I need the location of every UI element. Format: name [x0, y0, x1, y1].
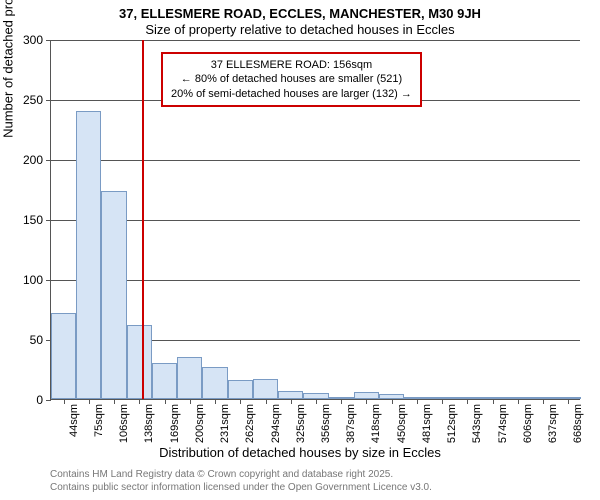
x-tick: [442, 399, 443, 404]
x-tick-label: 574sqm: [497, 404, 509, 443]
y-tick-label: 200: [23, 153, 43, 167]
y-tick: [46, 100, 51, 101]
annotation-line3: 20% of semi-detached houses are larger (…: [171, 87, 412, 101]
x-tick-label: 512sqm: [446, 404, 458, 443]
x-tick: [543, 399, 544, 404]
x-tick-label: 44sqm: [68, 404, 80, 437]
x-tick-label: 231sqm: [219, 404, 231, 443]
x-tick-label: 450sqm: [396, 404, 408, 443]
x-tick: [467, 399, 468, 404]
x-tick-label: 169sqm: [169, 404, 181, 443]
y-tick: [46, 280, 51, 281]
histogram-bar: [278, 391, 303, 399]
x-tick: [417, 399, 418, 404]
x-tick: [568, 399, 569, 404]
histogram-bar: [127, 325, 152, 399]
histogram-bar: [101, 191, 126, 399]
x-tick-label: 325sqm: [295, 404, 307, 443]
marker-line: [142, 40, 144, 399]
grid-line: [51, 220, 580, 221]
footer-line1: Contains HM Land Registry data © Crown c…: [50, 468, 432, 481]
x-axis-title: Distribution of detached houses by size …: [0, 445, 600, 460]
chart-container: 37, ELLESMERE ROAD, ECCLES, MANCHESTER, …: [0, 0, 600, 500]
x-tick: [493, 399, 494, 404]
x-tick-label: 356sqm: [320, 404, 332, 443]
y-tick: [46, 160, 51, 161]
x-tick: [165, 399, 166, 404]
x-tick-label: 106sqm: [118, 404, 130, 443]
histogram-bar: [76, 111, 101, 399]
y-tick: [46, 400, 51, 401]
annotation-line1: 37 ELLESMERE ROAD: 156sqm: [171, 58, 412, 72]
y-tick-label: 150: [23, 213, 43, 227]
footer-line2: Contains public sector information licen…: [50, 481, 432, 494]
y-tick: [46, 40, 51, 41]
histogram-bar: [51, 313, 76, 399]
grid-line: [51, 160, 580, 161]
chart-subtitle: Size of property relative to detached ho…: [0, 22, 600, 37]
grid-line: [51, 40, 580, 41]
grid-line: [51, 280, 580, 281]
y-tick-label: 0: [36, 393, 43, 407]
y-tick-label: 50: [30, 333, 43, 347]
x-tick: [341, 399, 342, 404]
y-axis-title: Number of detached properties: [1, 0, 16, 138]
histogram-bar: [253, 379, 278, 399]
x-tick-label: 200sqm: [194, 404, 206, 443]
x-tick-label: 262sqm: [244, 404, 256, 443]
y-tick: [46, 220, 51, 221]
annotation-box: 37 ELLESMERE ROAD: 156sqm ← 80% of detac…: [161, 52, 422, 107]
x-tick: [392, 399, 393, 404]
x-tick-label: 606sqm: [522, 404, 534, 443]
annotation-line2: ← 80% of detached houses are smaller (52…: [171, 72, 412, 86]
histogram-bar: [354, 392, 379, 399]
x-tick: [266, 399, 267, 404]
x-tick: [215, 399, 216, 404]
histogram-bar: [202, 367, 227, 399]
y-tick-label: 100: [23, 273, 43, 287]
y-tick-label: 300: [23, 33, 43, 47]
x-tick: [240, 399, 241, 404]
x-tick: [518, 399, 519, 404]
histogram-bar: [177, 357, 202, 399]
chart-title: 37, ELLESMERE ROAD, ECCLES, MANCHESTER, …: [0, 6, 600, 21]
histogram-bar: [152, 363, 177, 399]
x-tick-label: 138sqm: [143, 404, 155, 443]
x-tick: [139, 399, 140, 404]
histogram-bar: [228, 380, 253, 399]
y-tick-label: 250: [23, 93, 43, 107]
x-tick: [291, 399, 292, 404]
x-tick-label: 294sqm: [270, 404, 282, 443]
x-tick-label: 668sqm: [572, 404, 584, 443]
x-tick: [89, 399, 90, 404]
plot-area: 05010015020025030044sqm75sqm106sqm138sqm…: [50, 40, 580, 400]
x-tick: [316, 399, 317, 404]
footer: Contains HM Land Registry data © Crown c…: [50, 468, 432, 494]
x-tick: [64, 399, 65, 404]
x-tick-label: 637sqm: [547, 404, 559, 443]
x-tick-label: 481sqm: [421, 404, 433, 443]
x-tick-label: 543sqm: [471, 404, 483, 443]
x-tick-label: 387sqm: [345, 404, 357, 443]
x-tick-label: 418sqm: [370, 404, 382, 443]
x-tick: [190, 399, 191, 404]
x-tick-label: 75sqm: [93, 404, 105, 437]
x-tick: [114, 399, 115, 404]
x-tick: [366, 399, 367, 404]
